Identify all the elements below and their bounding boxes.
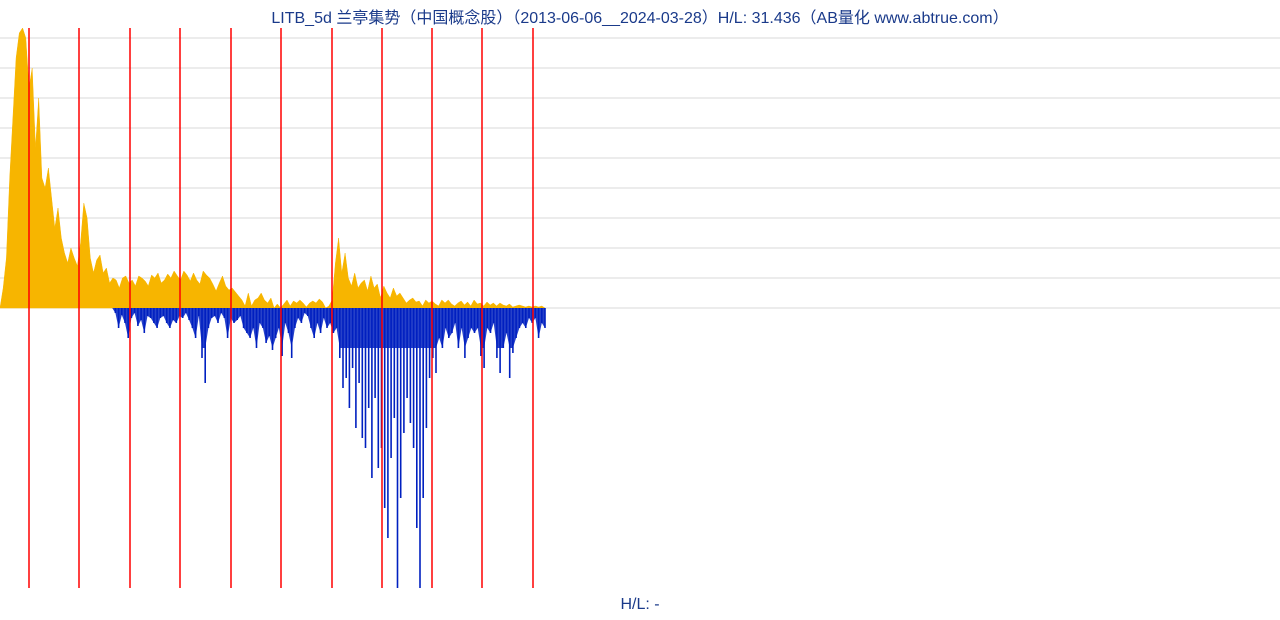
chart-svg <box>0 28 1280 588</box>
upper-series <box>0 28 545 308</box>
chart-area <box>0 28 1280 588</box>
chart-footer: H/L: - <box>0 588 1280 614</box>
lower-series <box>0 308 545 348</box>
chart-title: LITB_5d 兰亭集势（中国概念股）（2013-06-06__2024-03-… <box>0 0 1280 28</box>
